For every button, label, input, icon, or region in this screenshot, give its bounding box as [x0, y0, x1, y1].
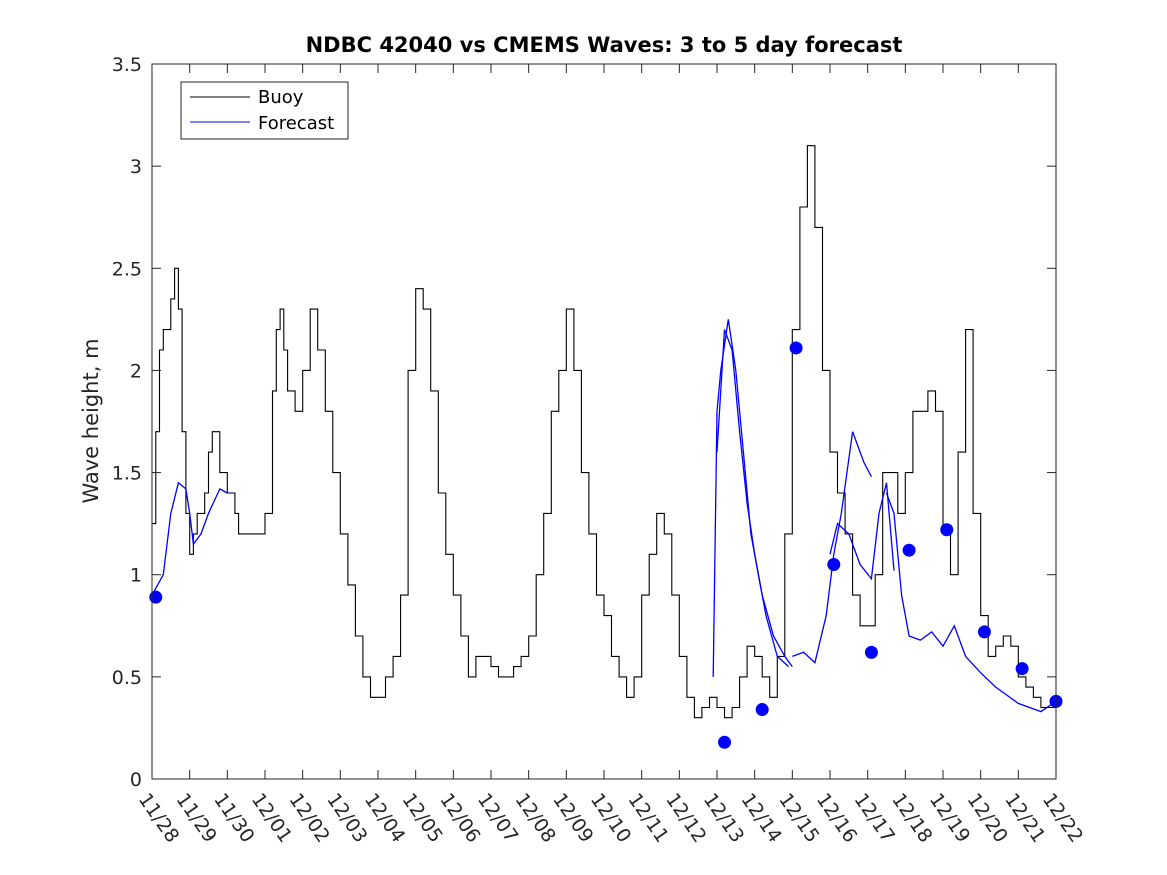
forecast-marker [1015, 662, 1029, 676]
forecast-marker [940, 523, 954, 537]
forecast-line [829, 482, 895, 581]
legend-forecast-label: Forecast [258, 113, 334, 134]
chart-title: NDBC 42040 vs CMEMS Waves: 3 to 5 day fo… [306, 33, 903, 57]
y-tick-label: 0.5 [112, 667, 142, 689]
forecast-line [716, 329, 793, 667]
y-tick-label: 3 [130, 156, 142, 178]
plot-area [149, 63, 1063, 780]
forecast-line [151, 481, 228, 596]
y-tick-label: 1 [130, 565, 142, 587]
forecast-marker [864, 645, 878, 659]
forecast-markers [149, 341, 1063, 749]
y-axis: 0 0.5 1 1.5 2 2.5 3 3.5 [112, 54, 1056, 791]
forecast-line [885, 492, 1057, 713]
forecast-marker [755, 703, 769, 717]
y-axis-label: Wave height, m [79, 338, 103, 503]
forecast-marker [718, 735, 732, 749]
forecast-marker [902, 543, 916, 557]
forecast-marker [827, 558, 841, 571]
forecast-marker [149, 590, 163, 604]
forecast-line [792, 431, 872, 664]
y-tick-label: 3.5 [112, 54, 142, 76]
legend-box [180, 81, 349, 140]
buoy-line [152, 145, 1056, 719]
forecast-marker [977, 625, 991, 639]
forecast-series [151, 319, 1057, 713]
forecast-marker [789, 341, 803, 355]
y-tick-label: 1.5 [112, 463, 142, 485]
y-tick-label: 2 [130, 360, 142, 382]
forecast-line [712, 319, 790, 677]
legend: Buoy Forecast [180, 81, 349, 140]
buoy-series [152, 145, 1056, 719]
y-tick-label: 2.5 [112, 258, 142, 280]
legend-buoy-label: Buoy [258, 87, 304, 108]
plot-background [152, 64, 1056, 779]
y-tick-label: 0 [130, 769, 142, 791]
